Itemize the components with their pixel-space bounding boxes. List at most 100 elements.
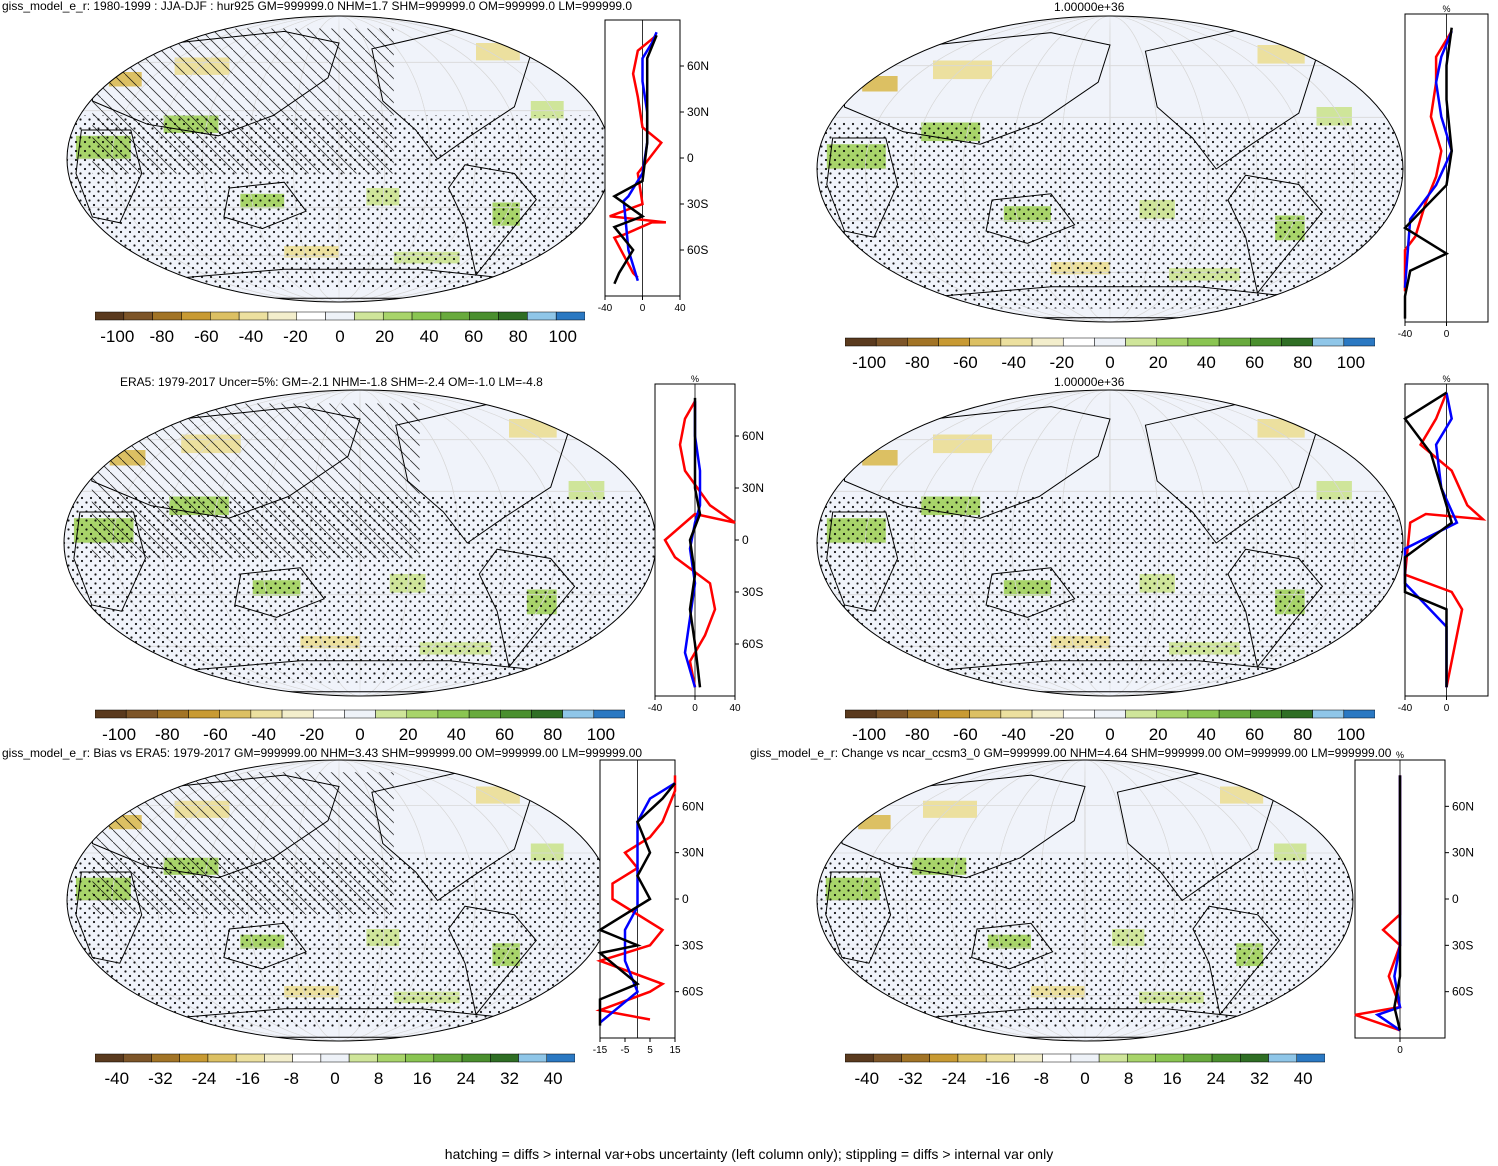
- colorbar-swatch: [1014, 1053, 1043, 1063]
- colorbar-swatch: [207, 1053, 237, 1063]
- zonal-x-tick-label: -5: [621, 1045, 630, 1056]
- colorbar-label: -32: [898, 1069, 923, 1088]
- zonal-lat-label: 60S: [1452, 985, 1473, 999]
- colorbar-swatch: [901, 1053, 930, 1063]
- colorbar-label: 16: [413, 1069, 432, 1088]
- zonal-lat-label: 60N: [742, 429, 764, 443]
- colorbar-label: 40: [447, 725, 466, 744]
- colorbar-swatch: [320, 1053, 350, 1063]
- colorbar-label: 80: [509, 327, 528, 346]
- colorbar-label: 40: [1197, 725, 1216, 744]
- zonal-series-line: [663, 400, 736, 688]
- zonal-series-line: [688, 397, 702, 688]
- continent-europe-asia: [841, 774, 1086, 879]
- colorbar-swatch: [1062, 709, 1095, 719]
- colorbar-label: -8: [284, 1069, 299, 1088]
- stippling: [817, 496, 1403, 683]
- zonal-lat-label: 60N: [682, 799, 704, 813]
- colorbar-swatch: [490, 1053, 519, 1063]
- colorbar-swatch: [1296, 1053, 1325, 1063]
- zonal-lat-label: 0: [742, 533, 749, 547]
- colorbar-swatch: [938, 337, 970, 347]
- panel-title-1: giss_model_e_r: 1980-1999 : JJA-DJF : hu…: [2, 0, 633, 13]
- colorbar-swatch: [179, 1053, 209, 1063]
- colorbar-5: -40 -32 -24 -16 -8 0 8 16 24 32 40: [95, 1053, 575, 1088]
- colorbar-swatch: [1281, 337, 1313, 347]
- colorbar-swatch: [1187, 709, 1220, 719]
- colorbar-swatch: [1187, 337, 1220, 347]
- zonal-lat-label: 0: [682, 892, 689, 906]
- colorbar-swatch: [405, 1053, 435, 1063]
- colorbar-swatch: [468, 709, 501, 719]
- colorbar-label: 40: [544, 1069, 563, 1088]
- colorbar-swatch: [1156, 337, 1189, 347]
- colorbar-swatch: [1343, 337, 1375, 347]
- colorbar-swatch: [151, 1053, 180, 1063]
- colorbar-swatch: [1031, 709, 1064, 719]
- colorbar-label: -16: [985, 1069, 1010, 1088]
- colorbar-swatch: [1218, 337, 1251, 347]
- colorbar-label: -80: [905, 353, 930, 372]
- colorbar-swatch: [1094, 709, 1126, 719]
- colorbar-swatch: [1125, 337, 1158, 347]
- hatching: [91, 403, 420, 559]
- zonal-series-line: [609, 34, 667, 279]
- colorbar-label: 0: [1105, 725, 1114, 744]
- colorbar-swatch: [527, 311, 557, 321]
- colorbar-label: 8: [374, 1069, 383, 1088]
- zonal-x-tick-label: 0: [1444, 703, 1450, 714]
- colorbar-swatch: [348, 1053, 378, 1063]
- colorbar-label: 0: [335, 327, 344, 346]
- colorbar-label: -100: [102, 725, 136, 744]
- colorbar-label: 100: [549, 327, 577, 346]
- colorbar-swatch: [1211, 1053, 1241, 1063]
- colorbar-swatch: [1312, 337, 1345, 347]
- colorbar-swatch: [312, 709, 345, 719]
- colorbar-label: 0: [355, 725, 364, 744]
- colorbar-swatch: [219, 709, 252, 719]
- zonal-lat-label: 60S: [687, 243, 708, 257]
- world-map-4: [816, 389, 1404, 697]
- colorbar-label: 80: [1293, 725, 1312, 744]
- colorbar-swatch: [518, 1053, 548, 1063]
- colorbar-swatch: [1042, 1053, 1072, 1063]
- colorbar-swatch: [1000, 337, 1033, 347]
- colorbar-swatch: [437, 709, 470, 719]
- colorbar-swatch: [1343, 709, 1375, 719]
- zonal-unit-label: %: [691, 374, 699, 384]
- colorbar-label: -100: [100, 327, 134, 346]
- colorbar-swatch: [969, 709, 1002, 719]
- colorbar-label: -24: [192, 1069, 217, 1088]
- world-map-6: [816, 759, 1354, 1042]
- hatching: [92, 772, 394, 915]
- colorbar-label: -60: [194, 327, 219, 346]
- map-outline: [816, 759, 1354, 1042]
- colorbar-label: -24: [942, 1069, 967, 1088]
- colorbar-label: 60: [495, 725, 514, 744]
- footer-caption: hatching = diffs > internal var+obs unce…: [444, 1146, 1054, 1162]
- colorbar-swatch: [555, 311, 585, 321]
- world-map-1: [66, 15, 612, 303]
- colorbar-swatch: [1240, 1053, 1269, 1063]
- colorbar-swatch: [354, 311, 384, 321]
- colorbar-label: -100: [852, 353, 886, 372]
- colorbar-swatch: [188, 709, 220, 719]
- zonal-series-line: [1403, 30, 1454, 288]
- zonal-lat-label: 60N: [1452, 799, 1474, 813]
- stippling: [817, 857, 1353, 1029]
- colorbar-swatch: [406, 709, 439, 719]
- colorbar-label: 0: [1105, 353, 1114, 372]
- colorbar-6: -40 -32 -24 -16 -8 0 8 16 24 32 40: [845, 1053, 1325, 1088]
- map-outline: [816, 15, 1404, 323]
- colorbar-swatch: [181, 311, 211, 321]
- colorbar-swatch: [1218, 709, 1251, 719]
- colorbar-swatch: [382, 311, 413, 321]
- zonal-x-tick-label: -15: [593, 1045, 608, 1056]
- colorbar-swatch: [845, 337, 877, 347]
- anomaly-patch: [923, 800, 977, 818]
- anomaly-patch: [933, 60, 992, 80]
- colorbar-label: -20: [283, 327, 308, 346]
- colorbar-label: -100: [852, 725, 886, 744]
- colorbar-swatch: [157, 709, 189, 719]
- colorbar-label: -32: [148, 1069, 173, 1088]
